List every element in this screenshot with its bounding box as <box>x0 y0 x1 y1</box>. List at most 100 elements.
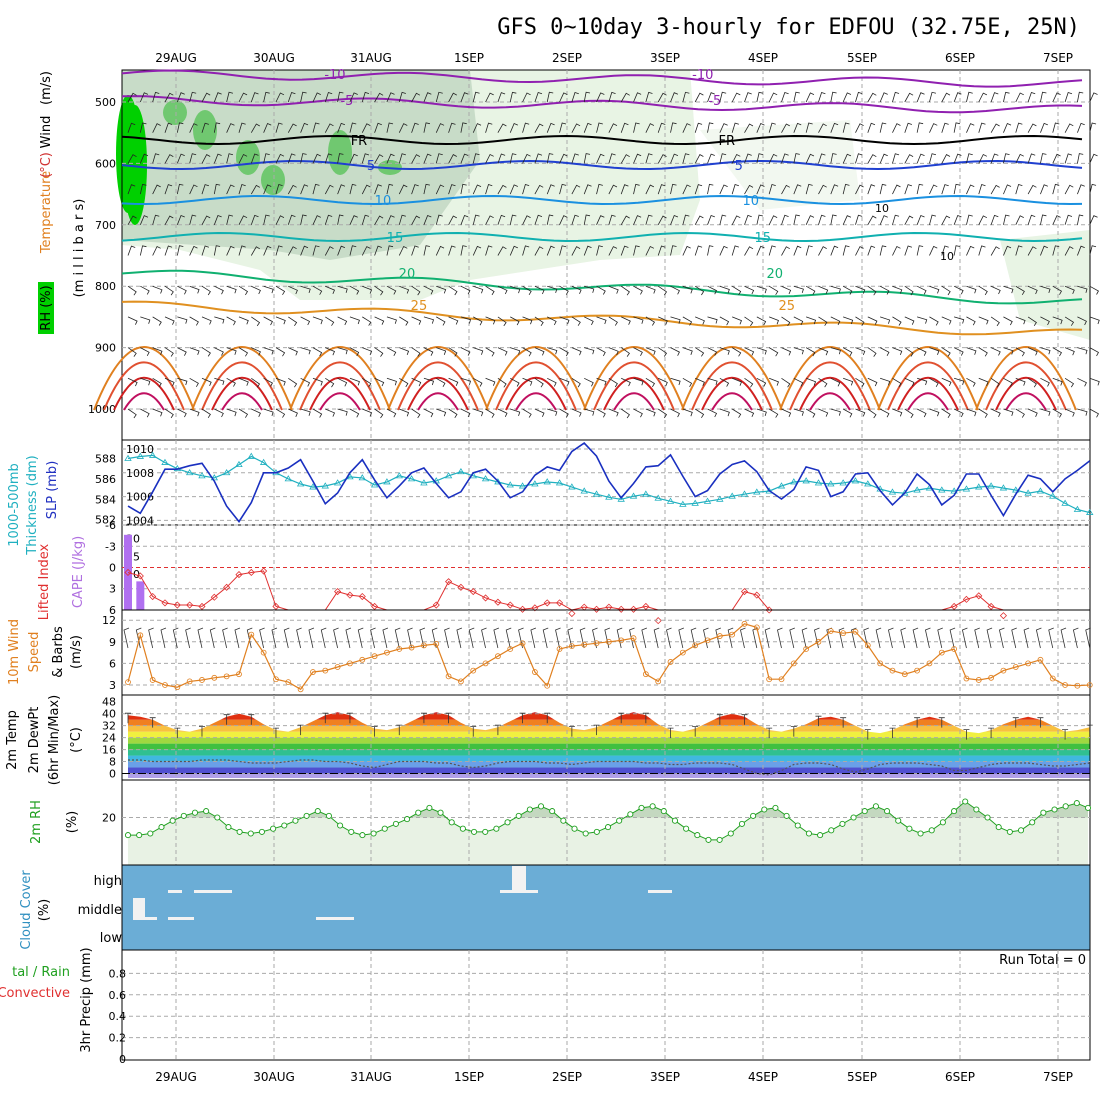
wind-barb <box>386 215 395 225</box>
wind-barb <box>399 285 410 294</box>
wind-barb <box>275 215 285 225</box>
wind-barb <box>719 245 728 256</box>
wind-speed-point <box>803 646 810 652</box>
wind-barb <box>694 408 705 419</box>
li-point <box>124 568 132 577</box>
wind-speed-point <box>642 671 649 678</box>
wind-barb <box>842 245 850 256</box>
thickness-point <box>999 484 1008 491</box>
wind-barb <box>620 408 630 419</box>
wind-barb <box>855 123 864 133</box>
wind-barb <box>213 153 222 164</box>
wind-barb <box>1064 285 1075 294</box>
wind-barb <box>164 408 174 419</box>
wind-speed-point <box>655 678 662 685</box>
wind-barb <box>904 184 913 195</box>
wind-barb <box>1064 316 1075 326</box>
rh-point <box>180 812 187 819</box>
wind-barb <box>793 245 802 256</box>
temp-minmax-marker <box>988 727 995 739</box>
wind-barb <box>509 184 518 195</box>
wind-barb <box>818 184 827 195</box>
boundary-layer-isotherm <box>887 361 969 411</box>
wind-barb <box>164 215 174 225</box>
cloud-cover-panel: high middle low <box>78 864 1091 951</box>
wind-barb <box>830 245 839 256</box>
wind-barb <box>830 214 837 225</box>
wind-barb <box>296 627 302 649</box>
rh-point <box>593 828 600 835</box>
wind-barb <box>805 285 816 295</box>
wind-barb <box>682 123 691 133</box>
temp-band <box>128 767 1090 774</box>
wind-barb <box>460 377 472 386</box>
wind-speed-point <box>679 649 686 656</box>
boundary-layer-isotherm <box>319 392 361 411</box>
wind-barb <box>768 245 776 256</box>
wind-barb <box>300 214 307 225</box>
wind-barb <box>608 316 618 326</box>
wind-barb <box>324 91 333 103</box>
wind-barb <box>324 184 334 195</box>
wind-barb <box>1077 214 1084 225</box>
wind-barb <box>423 214 432 225</box>
wind-barb <box>362 347 373 356</box>
temp-minmax-marker <box>519 712 526 724</box>
wind-barb <box>164 316 175 325</box>
pressure-tick: 700 <box>95 219 116 232</box>
wind-barb <box>694 285 705 296</box>
wind-barb <box>608 214 616 225</box>
wind-barb <box>571 285 582 294</box>
wind-barb <box>879 122 887 133</box>
wind-barb <box>325 377 335 388</box>
wind-barb <box>953 285 964 295</box>
wind-barb <box>337 184 346 195</box>
cloud-patch <box>316 917 354 920</box>
wind-barb <box>493 627 500 649</box>
precip-legend-total: tal / Rain <box>12 965 70 980</box>
wind-barb <box>818 214 826 225</box>
wind-barb <box>263 245 272 256</box>
wind-barb <box>793 408 804 416</box>
wind-barb <box>164 285 174 296</box>
wind-barb <box>547 377 557 387</box>
wind-barb <box>657 122 666 133</box>
wind-barb <box>140 316 151 324</box>
wind-barb <box>1052 285 1062 295</box>
thickness-point <box>913 486 921 493</box>
wind-barb <box>941 122 949 133</box>
rh-point <box>515 812 522 819</box>
wind-barb <box>460 347 471 356</box>
thickness-point <box>481 475 490 482</box>
boundary-layer-isotherm <box>897 377 959 411</box>
wind-barb <box>349 377 360 386</box>
axis-label: RH (%) <box>39 285 54 330</box>
wind-barb <box>1027 316 1037 327</box>
date-label-bottom: 31AUG <box>350 1070 392 1084</box>
wind-barb <box>300 245 309 256</box>
wind-barb <box>953 92 962 103</box>
wind-barb <box>966 245 975 256</box>
wind-barb <box>1015 184 1023 195</box>
wind-barb <box>361 123 371 133</box>
thickness-point <box>814 479 823 486</box>
wind-barb <box>793 285 804 294</box>
wind-barb <box>657 92 667 103</box>
thickness-point <box>222 469 231 476</box>
wind-speed-point <box>199 677 205 683</box>
wind-barb <box>1052 153 1061 164</box>
wind-barb <box>189 184 198 195</box>
wind-barb <box>374 154 384 164</box>
li-point <box>629 605 638 613</box>
wind-barb <box>732 316 742 325</box>
wind-barb <box>189 91 197 103</box>
wind-speed-point <box>186 678 193 685</box>
wind-barb <box>226 316 236 326</box>
boundary-layer-isotherm <box>799 377 861 411</box>
thickness-point <box>185 469 194 476</box>
wind-barb <box>986 627 993 649</box>
boundary-layer-isotherm <box>1005 392 1047 411</box>
pressure-tick: 600 <box>95 157 116 170</box>
wind-barb <box>756 122 765 133</box>
wind-barb <box>460 285 471 295</box>
